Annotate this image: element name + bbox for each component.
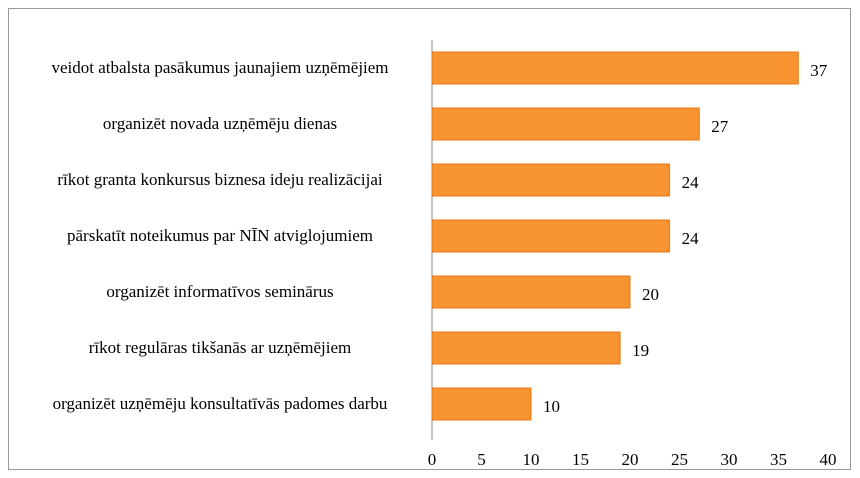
y-tick-label: organizēt novada uzņēmēju dienas [102,114,338,133]
x-tick-label: 15 [572,450,589,469]
x-tick-label: 30 [721,450,738,469]
bar [431,51,799,85]
y-tick-label: rīkot granta konkursus biznesa ideju rea… [57,170,383,189]
x-tick-label: 0 [428,450,437,469]
y-tick-label: pārskatīt noteikumus par NĪN atviglojumi… [67,226,373,245]
x-tick-label: 25 [671,450,688,469]
bar [431,219,671,253]
x-tick-label: 20 [622,450,639,469]
bar [431,275,631,309]
bar [431,387,532,421]
y-tick-label: veidot atbalsta pasākumus jaunajiem uzņē… [51,58,389,77]
data-label: 20 [642,285,659,304]
bar [431,107,700,141]
x-tick-label: 40 [820,450,837,469]
x-tick-label: 10 [523,450,540,469]
y-tick-label: rīkot regulāras tikšanās ar uzņēmējiem [88,338,352,357]
data-label: 24 [682,229,700,248]
x-tick-label: 35 [770,450,787,469]
data-label: 27 [711,117,729,136]
data-label: 10 [543,397,560,416]
data-label: 37 [810,61,828,80]
data-label: 24 [682,173,700,192]
bar [431,163,671,197]
data-label: 19 [632,341,649,360]
bar [431,331,621,365]
y-tick-label: organizēt uzņēmēju konsultatīvās padomes… [52,394,388,413]
chart-frame [8,8,851,470]
y-tick-label: organizēt informatīvos seminārus [106,282,334,301]
x-tick-label: 5 [477,450,486,469]
